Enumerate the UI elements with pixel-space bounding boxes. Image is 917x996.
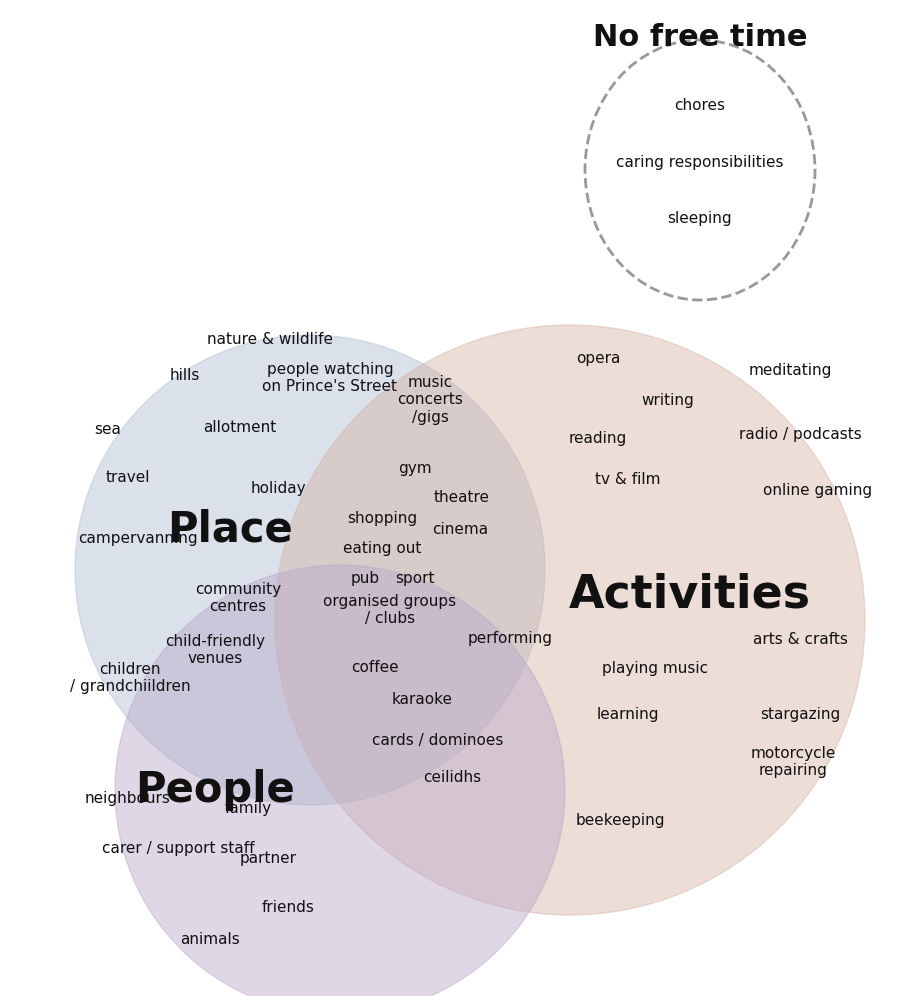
Ellipse shape — [275, 325, 865, 915]
Text: Place: Place — [167, 509, 293, 551]
Text: theatre: theatre — [434, 490, 490, 506]
Text: stargazing: stargazing — [760, 707, 840, 722]
Text: friends: friends — [261, 900, 315, 915]
Text: motorcycle
repairing: motorcycle repairing — [750, 746, 835, 778]
Text: playing music: playing music — [602, 660, 708, 675]
Ellipse shape — [75, 335, 545, 805]
Text: performing: performing — [468, 630, 553, 645]
Text: arts & crafts: arts & crafts — [753, 632, 847, 647]
Text: children
/ grandchiildren: children / grandchiildren — [70, 661, 191, 694]
Text: meditating: meditating — [748, 363, 832, 377]
Text: music
concerts
/gigs: music concerts /gigs — [397, 375, 463, 425]
Text: writing: writing — [642, 392, 694, 407]
Text: ceilidhs: ceilidhs — [423, 771, 481, 786]
Text: cards / dominoes: cards / dominoes — [372, 732, 503, 748]
Text: animals: animals — [180, 932, 240, 947]
Text: campervanning: campervanning — [78, 531, 198, 546]
Text: caring responsibilities: caring responsibilities — [616, 154, 784, 169]
Text: family: family — [225, 801, 271, 816]
Text: chores: chores — [675, 98, 725, 113]
Text: neighbours: neighbours — [85, 791, 171, 806]
Text: travel: travel — [105, 470, 150, 485]
Text: beekeeping: beekeeping — [575, 813, 665, 828]
Text: sport: sport — [395, 571, 435, 586]
Text: allotment: allotment — [204, 420, 277, 435]
Text: Activities: Activities — [569, 573, 811, 618]
Text: reading: reading — [569, 430, 627, 445]
Text: nature & wildlife: nature & wildlife — [207, 333, 333, 348]
Text: gym: gym — [398, 460, 432, 475]
Text: tv & film: tv & film — [595, 472, 661, 487]
Text: community
centres: community centres — [195, 582, 282, 615]
Text: hills: hills — [170, 368, 200, 382]
Text: karaoke: karaoke — [392, 692, 452, 707]
Text: child-friendly
venues: child-friendly venues — [165, 633, 265, 666]
Text: People: People — [135, 769, 295, 811]
Text: cinema: cinema — [432, 523, 488, 538]
Ellipse shape — [115, 565, 565, 996]
Text: radio / podcasts: radio / podcasts — [738, 427, 861, 442]
Text: online gaming: online gaming — [764, 482, 873, 497]
Text: sea: sea — [94, 422, 121, 437]
Text: holiday: holiday — [250, 480, 305, 495]
Text: coffee: coffee — [351, 660, 399, 675]
Text: carer / support staff: carer / support staff — [102, 841, 254, 856]
Text: eating out: eating out — [343, 541, 421, 556]
Text: learning: learning — [597, 707, 659, 722]
Text: opera: opera — [576, 351, 620, 366]
Text: organised groups
/ clubs: organised groups / clubs — [324, 594, 457, 626]
Text: partner: partner — [239, 851, 296, 866]
Text: people watching
on Prince's Street: people watching on Prince's Street — [262, 362, 397, 394]
Text: pub: pub — [350, 571, 380, 586]
Text: shopping: shopping — [347, 511, 417, 526]
Text: No free time: No free time — [592, 24, 807, 53]
Text: sleeping: sleeping — [668, 210, 733, 225]
